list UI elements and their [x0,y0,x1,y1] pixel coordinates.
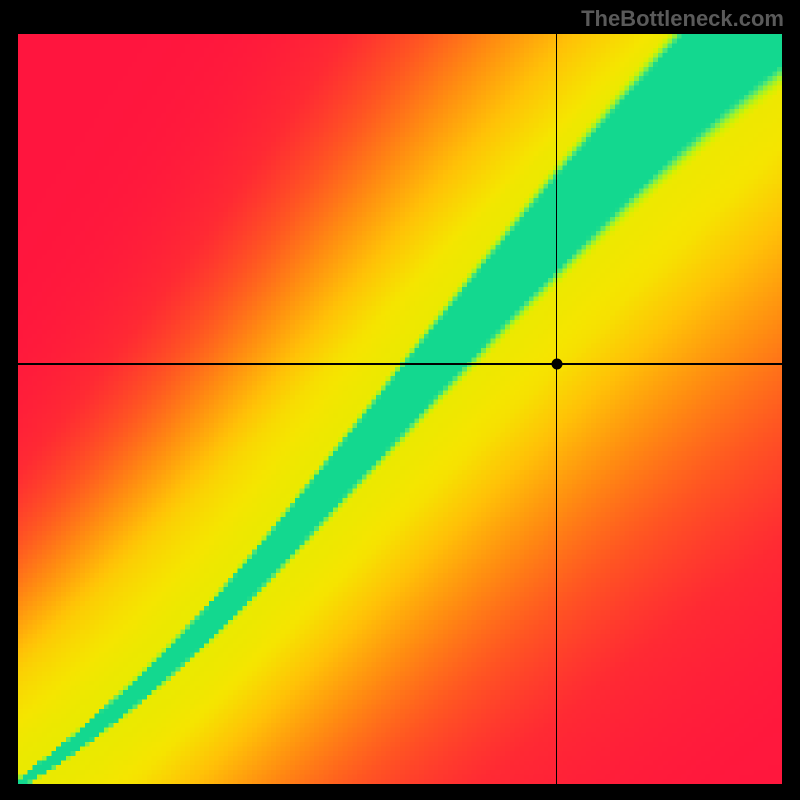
crosshair-marker [551,359,562,370]
watermark-text: TheBottleneck.com [581,6,784,32]
crosshair-horizontal [18,363,782,365]
bottleneck-heatmap [18,34,782,784]
crosshair-vertical [556,34,558,784]
heatmap-canvas [18,34,782,784]
